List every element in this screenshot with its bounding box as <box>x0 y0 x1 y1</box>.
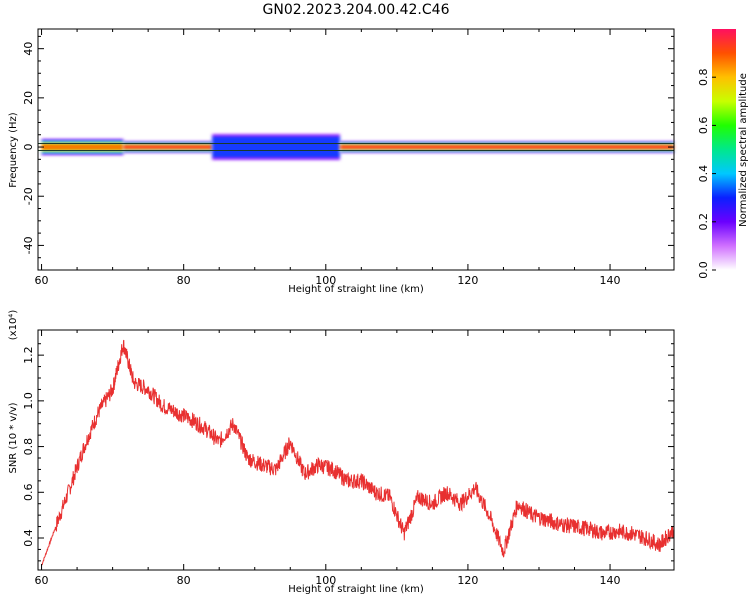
colorbar-ticks: 0.0 0.2 0.4 0.6 0.8 <box>697 68 716 279</box>
y-tick-label: 1.0 <box>22 392 35 410</box>
x-tick-label: 120 <box>457 574 478 587</box>
snr-xlabel: Height of straight line (km) <box>288 584 424 595</box>
colorbar-tick-label: 0.2 <box>697 213 710 231</box>
band-level <box>212 136 341 158</box>
snr-line <box>41 339 675 566</box>
x-tick-label: 120 <box>457 274 478 287</box>
band-level <box>41 143 124 151</box>
y-tick-label: 0 <box>22 144 35 151</box>
x-tick-label: 80 <box>177 274 191 287</box>
snr-panel: 60 80 100 120 140 0.4 0.6 0.8 1.0 1.2 Height of s… <box>8 310 675 595</box>
x-tick-label: 60 <box>35 574 49 587</box>
snr-axes: 60 80 100 120 140 0.4 0.6 0.8 1.0 1.2 <box>22 330 674 587</box>
colorbar-tick-label: 0.6 <box>697 117 710 134</box>
y-tick-label: 20 <box>22 91 35 105</box>
x-tick-label: 140 <box>600 574 621 587</box>
x-tick-label: 80 <box>177 574 191 587</box>
spectrogram-axes: 60 80 100 120 140 -40 -20 0 20 40 <box>22 29 674 287</box>
colorbar-tick-label: 0.4 <box>697 165 710 183</box>
spectrogram-ylabel: Frequency (Hz) <box>8 112 19 188</box>
y-tick-label: 0.6 <box>22 484 35 502</box>
y-tick-label: 0.8 <box>22 438 35 456</box>
y-tick-label: 0.4 <box>22 529 35 547</box>
band-level <box>123 145 213 149</box>
y-tick-label: -40 <box>22 236 35 254</box>
snr-frame <box>37 329 675 571</box>
figure-title: GN02.2023.204.00.42.C46 <box>263 2 450 18</box>
x-tick-label: 60 <box>35 274 49 287</box>
colorbar-tick-label: 0.0 <box>697 261 710 279</box>
spectrogram-frame <box>37 28 675 271</box>
band-level <box>340 145 674 149</box>
snr-multiplier: (x10⁴) <box>8 310 19 341</box>
x-tick-label: 100 <box>315 574 336 587</box>
colorbar: 0.0 0.2 0.4 0.6 0.8 Normalized spectral ampl… <box>697 29 749 279</box>
snr-ylabel: SNR (10 * v/v) <box>8 402 19 473</box>
spectrogram-xlabel: Height of straight line (km) <box>288 284 424 295</box>
y-tick-label: 40 <box>22 42 35 56</box>
colorbar-label: Normalized spectral amplitude <box>738 73 749 227</box>
band-segment <box>340 140 674 154</box>
x-tick-label: 100 <box>315 274 336 287</box>
band-segment <box>41 138 124 156</box>
y-tick-label: -20 <box>22 187 35 205</box>
x-tick-label: 140 <box>600 274 621 287</box>
band-segment <box>123 140 213 154</box>
y-tick-label: 1.2 <box>22 346 35 364</box>
spectrogram-band <box>38 133 674 161</box>
spectrogram-panel: 60 80 100 120 140 -40 -20 0 20 40 Height of strai… <box>8 28 675 295</box>
colorbar-gradient <box>712 29 736 270</box>
snr-series <box>41 339 675 566</box>
band-segment <box>212 133 341 161</box>
colorbar-tick-label: 0.8 <box>697 68 710 86</box>
